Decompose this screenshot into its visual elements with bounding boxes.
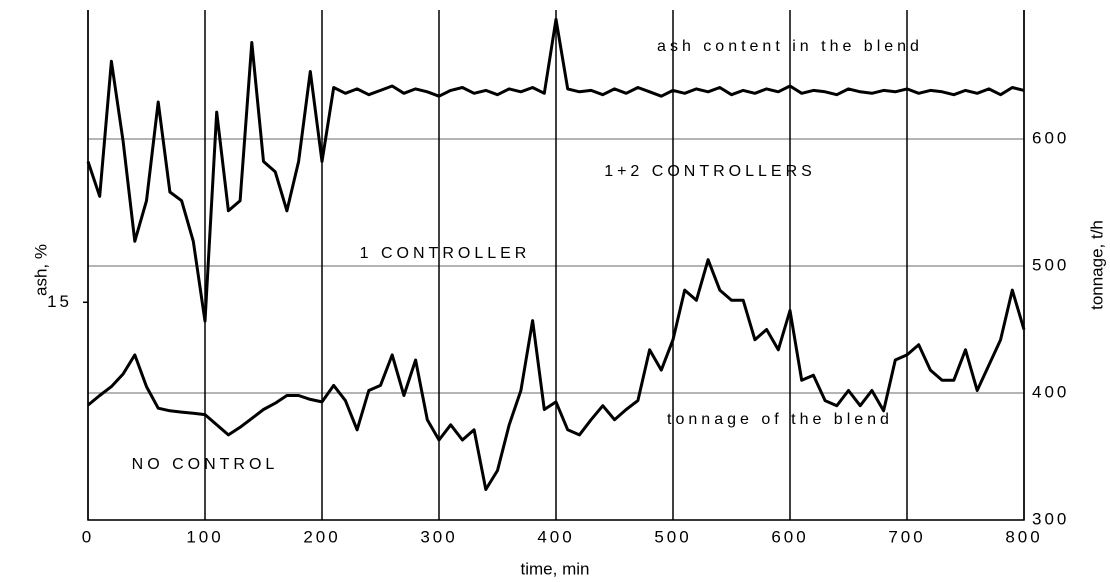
x-tick-label: 400 [537,527,574,546]
x-tick-label: 800 [1005,527,1042,546]
series-line [86,17,1025,323]
x-tick-label: 0 [82,527,94,546]
annotation: tonnage of the blend [667,411,893,428]
y2-tick-label: 300 [1032,509,1069,528]
annotation: NO CONTROL [132,456,279,473]
axis-frame [87,10,1025,521]
x-tick-label: 500 [654,527,691,546]
x-tick-label: 700 [888,527,925,546]
annotation: 1+2 CONTROLLERS [604,163,816,180]
series-line [87,258,1026,491]
y2-tick-label: 600 [1032,128,1069,147]
x-tick-label: 200 [303,527,340,546]
y-axis-label: ash, % [31,244,50,296]
y2-tick-label: 400 [1032,382,1069,401]
annotation: 1 CONTROLLER [360,245,531,262]
annotation: ash content in the blend [657,38,923,55]
x-tick-label: 600 [771,527,808,546]
y2-axis-label: tonnage, t/h [1087,220,1106,310]
y-tick-label: 15 [47,292,72,311]
x-axis-label: time, min [521,559,590,578]
x-tick-label: 300 [420,527,457,546]
x-tick-label: 100 [186,527,223,546]
y2-tick-label: 500 [1032,255,1069,274]
